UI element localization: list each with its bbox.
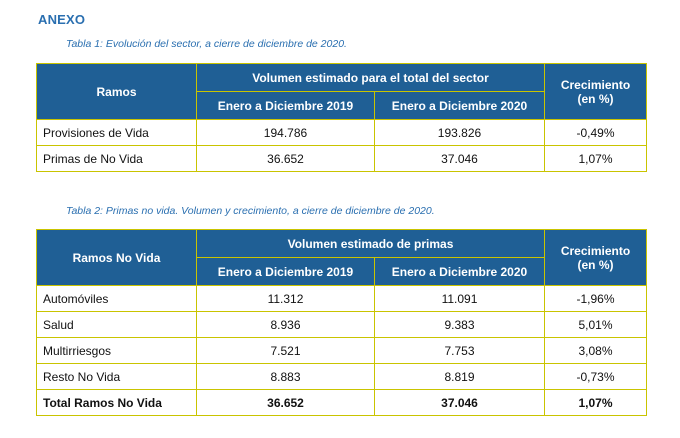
table1-sector-evolution: Ramos Volumen estimado para el total del… [36, 63, 647, 172]
growth-value: -0,49% [544, 119, 647, 146]
table-row: Resto No Vida 8.883 8.819 -0,73% [36, 363, 647, 390]
table-row: Salud 8.936 9.383 5,01% [36, 311, 647, 338]
value-2020: 193.826 [374, 119, 545, 146]
table1-header-2020: Enero a Diciembre 2020 [374, 91, 545, 120]
table2-header-volume: Volumen estimado de primas [196, 229, 545, 258]
table2-caption: Tabla 2: Primas no vida. Volumen y creci… [66, 205, 435, 217]
value-2020: 8.819 [374, 363, 545, 390]
value-2020: 9.383 [374, 311, 545, 338]
value-2019: 8.936 [196, 311, 375, 338]
row-label: Multirriesgos [36, 337, 197, 364]
total-2019: 36.652 [196, 389, 375, 416]
annex-heading: ANEXO [38, 12, 86, 27]
value-2019: 194.786 [196, 119, 375, 146]
value-2019: 8.883 [196, 363, 375, 390]
table-row: Provisiones de Vida 194.786 193.826 -0,4… [36, 119, 647, 146]
table1-header-2019: Enero a Diciembre 2019 [196, 91, 375, 120]
growth-value: 3,08% [544, 337, 647, 364]
table1-caption: Tabla 1: Evolución del sector, a cierre … [66, 38, 347, 50]
value-2019: 36.652 [196, 145, 375, 172]
table1-header-growth: Crecimiento (en %) [544, 63, 647, 120]
row-label: Salud [36, 311, 197, 338]
table2-header-row-1: Ramos No Vida Volumen estimado de primas… [36, 229, 647, 286]
table2-header-2020: Enero a Diciembre 2020 [374, 257, 545, 286]
growth-value: -0,73% [544, 363, 647, 390]
row-label: Resto No Vida [36, 363, 197, 390]
value-2020: 7.753 [374, 337, 545, 364]
value-2019: 7.521 [196, 337, 375, 364]
row-label: Automóviles [36, 285, 197, 312]
total-growth: 1,07% [544, 389, 647, 416]
table2-header-2019: Enero a Diciembre 2019 [196, 257, 375, 286]
growth-value: 1,07% [544, 145, 647, 172]
total-row: Total Ramos No Vida 36.652 37.046 1,07% [36, 389, 647, 416]
table-row: Automóviles 11.312 11.091 -1,96% [36, 285, 647, 312]
table-row: Multirriesgos 7.521 7.753 3,08% [36, 337, 647, 364]
total-2020: 37.046 [374, 389, 545, 416]
table1-header-ramos: Ramos [36, 63, 197, 120]
growth-value: -1,96% [544, 285, 647, 312]
total-label: Total Ramos No Vida [36, 389, 197, 416]
growth-value: 5,01% [544, 311, 647, 338]
table-row: Primas de No Vida 36.652 37.046 1,07% [36, 145, 647, 172]
row-label: Provisiones de Vida [36, 119, 197, 146]
table1-header-row-2: Enero a Diciembre 2019 Enero a Diciembre… [37, 91, 647, 120]
table2-header-growth: Crecimiento (en %) [544, 229, 647, 286]
table2-header-ramos: Ramos No Vida [36, 229, 197, 286]
row-label: Primas de No Vida [36, 145, 197, 172]
table1-header-row-1: Ramos Volumen estimado para el total del… [36, 63, 647, 120]
value-2019: 11.312 [196, 285, 375, 312]
value-2020: 37.046 [374, 145, 545, 172]
table2-non-life-premiums: Ramos No Vida Volumen estimado de primas… [36, 229, 647, 416]
table1-header-volume: Volumen estimado para el total del secto… [196, 63, 545, 92]
value-2020: 11.091 [374, 285, 545, 312]
